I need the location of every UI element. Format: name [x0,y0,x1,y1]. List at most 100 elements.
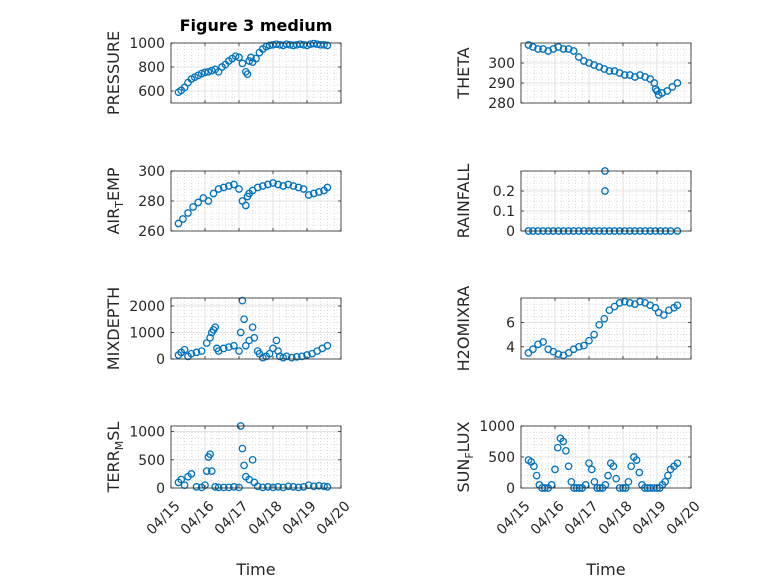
data-point [292,353,301,361]
y-tick-label: 600 [138,84,165,100]
data-point [320,40,328,49]
data-point [219,483,228,492]
data-point [240,461,248,470]
data-point [258,353,267,362]
subplot-5: 0 1000 2000 MIXDEPTH [104,287,342,370]
data-series [174,296,332,362]
data-point [274,180,282,189]
data-point [294,483,303,492]
y-tick-label: 800 [138,60,165,76]
data-point [625,299,634,307]
data-point [253,482,262,491]
data-point [610,302,619,311]
data-point [646,75,655,83]
x-tick-label: 04/19 [630,498,670,538]
data-point [601,187,609,195]
data-point [664,471,672,480]
data-point [559,437,568,446]
data-point [595,320,604,329]
x-tick-label: 04/17 [562,498,602,538]
data-point [615,299,624,307]
data-point [635,468,644,477]
data-point [289,483,298,491]
data-point [564,349,573,357]
data-point [532,471,541,480]
data-point [245,57,254,65]
data-point [211,483,220,491]
data-point [238,444,247,453]
data-series [524,41,682,99]
y-tick-label: 1000 [129,325,165,341]
data-point [551,465,559,474]
data-point [585,336,593,345]
data-point [209,189,218,198]
data-point [248,323,257,332]
data-point [197,347,206,355]
y-tick-label: 500 [138,453,165,469]
y-tick-label: 1000 [129,425,165,441]
y-axis-label: RAINFALL [454,164,473,239]
data-point [284,482,293,491]
data-point [265,349,274,358]
data-point [524,41,533,49]
data-point [207,467,216,475]
data-point [252,54,260,63]
data-point [580,341,588,350]
x-tick-label: 04/20 [314,498,354,538]
data-point [315,188,323,196]
data-point [553,443,562,452]
data-point [279,483,288,492]
x-tick-label: 04/20 [664,498,704,538]
data-point [323,183,332,192]
y-tick-label: 4 [506,340,515,356]
data-point [206,450,214,459]
y-tick-label: 0 [156,481,165,497]
data-point [554,350,563,358]
axes-box [170,425,342,489]
data-point [636,297,644,306]
y-axis-label: SUNFLUX [454,421,476,492]
axes-box [520,170,692,232]
data-point [624,477,633,486]
data-point [320,482,328,491]
y-tick-label: 0 [506,481,515,497]
subplot-2: 280 290 300 THETA [454,41,692,112]
x-tick-label: 04/15 [144,498,184,538]
data-point [201,68,209,77]
data-point [219,344,228,353]
x-axis-label-right: Time [585,560,625,579]
y-tick-label: 0.2 [493,184,515,200]
y-tick-label: 260 [138,224,165,240]
subplot-3: 260 280 300 AIRTEMP [104,164,342,240]
data-point [189,203,197,211]
data-point [323,483,332,491]
x-tick-label: 04/15 [494,498,534,538]
data-point [323,41,332,50]
y-axis-label: PRESSURE [104,31,123,115]
data-point [605,67,614,75]
axes-box [170,297,342,360]
axes-box [170,42,342,104]
data-point [230,341,238,350]
y-tick-label: 1000 [129,36,165,52]
data-point [620,297,629,306]
y-axis-label: H2OMIXRA [454,286,473,372]
data-point [235,185,243,193]
data-point [236,328,245,337]
data-point [224,483,233,492]
data-point [274,483,282,491]
data-point [609,462,618,471]
data-point [287,353,296,362]
data-point [202,467,211,475]
data-point [214,185,223,193]
data-point [241,201,250,210]
data-point [529,345,537,354]
data-point [534,45,542,53]
data-point [264,483,272,491]
data-point [194,198,203,207]
data-series [524,297,682,360]
y-tick-label: 300 [138,164,165,180]
